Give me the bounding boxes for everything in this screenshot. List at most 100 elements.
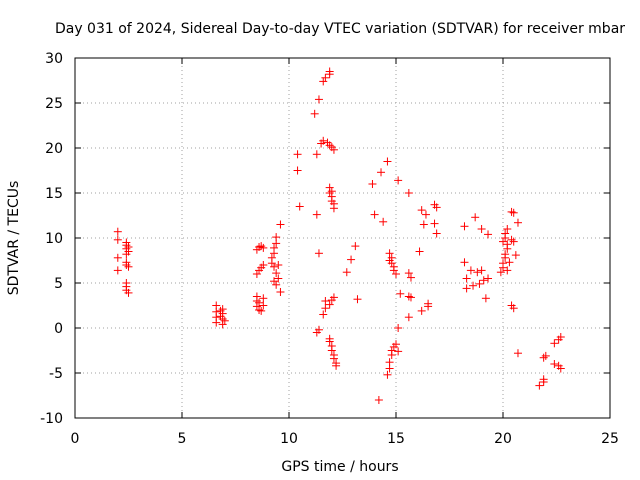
data-point (124, 247, 133, 256)
data-point (259, 294, 268, 303)
data-point (484, 230, 493, 239)
data-point (501, 250, 510, 259)
data-point (310, 109, 319, 118)
data-point (556, 333, 565, 341)
data-point (276, 288, 285, 296)
data-point (272, 233, 281, 242)
data-point (113, 227, 122, 236)
data-point (312, 150, 321, 159)
data-point (314, 95, 323, 104)
data-point (124, 262, 133, 271)
data-point (259, 301, 268, 310)
data-point (270, 262, 279, 271)
data-point (509, 304, 518, 313)
data-point (462, 284, 471, 293)
x-tick-label: 15 (387, 431, 405, 447)
data-point (327, 346, 336, 355)
data-point (387, 346, 396, 355)
data-point (509, 237, 518, 246)
data-point (122, 261, 131, 269)
data-point (462, 274, 471, 283)
data-point (255, 243, 264, 251)
data-point (374, 396, 383, 404)
data-point (325, 141, 334, 150)
data-point (505, 258, 514, 267)
data-point (347, 255, 356, 264)
data-point (404, 189, 413, 197)
y-tick-label: 10 (45, 231, 63, 247)
data-point (272, 269, 281, 278)
x-tick-label: 5 (178, 431, 187, 447)
data-point (394, 176, 403, 185)
data-point (432, 229, 441, 238)
data-point (218, 320, 227, 329)
data-point (424, 302, 433, 311)
data-point (252, 302, 261, 311)
data-point (392, 340, 400, 349)
data-point (351, 242, 360, 251)
data-point (479, 276, 488, 285)
x-axis-title: GPS time / hours (281, 459, 398, 475)
y-tick-label: 0 (54, 321, 63, 337)
data-point (404, 269, 413, 278)
y-tick-label: -5 (49, 366, 63, 382)
data-point (329, 204, 338, 213)
x-tick-label: 20 (494, 431, 512, 447)
data-point (270, 277, 279, 286)
x-tick-label: 0 (71, 431, 80, 447)
data-point (342, 268, 351, 277)
data-point (404, 292, 413, 301)
chart-title: Day 031 of 2024, Sidereal Day-to-day VTE… (55, 21, 625, 37)
data-point (255, 306, 264, 314)
data-point (274, 274, 283, 283)
data-point (113, 253, 122, 262)
y-tick-label: 15 (45, 186, 63, 202)
data-point (368, 180, 377, 188)
data-point (503, 225, 512, 233)
data-point (385, 358, 394, 367)
data-point (460, 258, 469, 267)
data-point (385, 256, 394, 265)
data-point (124, 288, 133, 297)
data-point (319, 77, 328, 86)
data-point (415, 247, 424, 256)
data-point (503, 266, 512, 275)
data-point (317, 139, 326, 148)
data-point (379, 217, 388, 226)
data-point (499, 259, 507, 268)
data-point (481, 294, 490, 303)
data-point (507, 207, 516, 216)
y-tick-label: -10 (40, 411, 63, 427)
data-point (377, 168, 386, 177)
data-point (460, 222, 469, 231)
data-point (513, 218, 522, 227)
data-point (319, 310, 328, 319)
data-point (550, 360, 559, 368)
data-point (389, 266, 398, 275)
data-point (469, 281, 478, 290)
data-point (325, 189, 334, 197)
data-point (259, 243, 268, 252)
data-point (257, 306, 266, 315)
data-point (325, 300, 334, 309)
data-point (385, 249, 394, 258)
data-point (325, 337, 334, 346)
x-tick-label: 25 (601, 431, 619, 447)
data-point (511, 251, 520, 260)
data-point (404, 313, 413, 322)
data-point (383, 157, 392, 166)
data-point (353, 295, 362, 304)
data-point (252, 270, 261, 278)
data-point (276, 220, 285, 229)
data-point (220, 316, 229, 325)
data-point (392, 270, 400, 278)
axis-ticks (74, 57, 611, 419)
data-point (259, 261, 268, 269)
data-point (314, 249, 323, 258)
data-point (332, 361, 341, 370)
data-point (556, 364, 565, 373)
data-point (113, 235, 122, 244)
data-point (394, 347, 403, 356)
